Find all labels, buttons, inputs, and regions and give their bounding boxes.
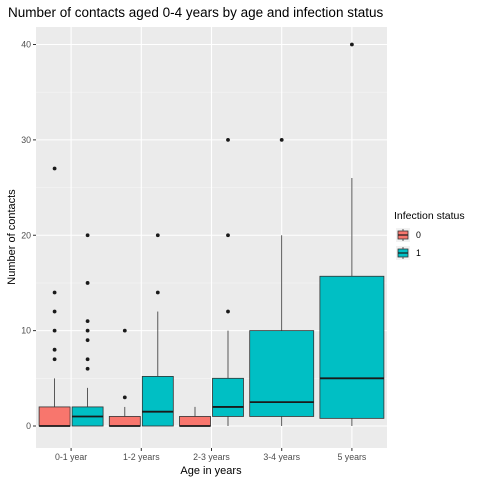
box-iqr <box>141 376 174 427</box>
box-group-0 <box>38 166 71 427</box>
x-tick-label: 2-3 years <box>193 452 230 462</box>
outlier-point <box>85 233 90 238</box>
box-group-1 <box>141 233 174 427</box>
box-group-1 <box>212 137 244 426</box>
x-tick-label: 0-1 year <box>55 452 87 462</box>
legend: Infection status 0 1 <box>394 210 465 260</box>
legend-label: 0 <box>416 230 421 240</box>
outlier-point <box>85 357 90 362</box>
legend-label: 1 <box>416 248 421 258</box>
y-tick-label: 20 <box>21 230 31 240</box>
outlier-point <box>155 290 160 295</box>
outlier-point <box>52 290 57 295</box>
x-tick-label: 3-4 years <box>263 452 300 462</box>
box-iqr <box>38 406 71 427</box>
outlier-point <box>85 328 90 333</box>
outlier-point <box>279 137 284 142</box>
y-tick-label: 30 <box>21 135 31 145</box>
box-iqr <box>108 416 141 427</box>
box-iqr <box>212 377 244 417</box>
box-group-0 <box>179 406 211 427</box>
outlier-point <box>85 281 90 285</box>
outlier-point <box>226 309 230 314</box>
x-tick-label: 5 years <box>337 452 366 462</box>
legend-key-1 <box>396 246 410 260</box>
box-group-1 <box>249 137 315 426</box>
boxes-layer <box>38 42 385 427</box>
outlier-point <box>122 328 127 333</box>
box-group-0 <box>108 328 141 427</box>
y-axis-ticks: 0 10 20 30 40 <box>21 40 36 431</box>
outlier-point <box>122 395 127 400</box>
outlier-point <box>226 137 230 142</box>
x-axis-ticks: 0-1 year 1-2 years 2-3 years 3-4 years 5 yea… <box>55 448 367 462</box>
box-iqr <box>179 416 211 427</box>
x-tick-label: 1-2 years <box>123 452 160 462</box>
outlier-point <box>52 347 57 352</box>
box-iqr <box>249 330 315 417</box>
chart-title: Number of contacts aged 0-4 years by age… <box>8 5 383 20</box>
box-group-1 <box>319 42 385 426</box>
y-tick-label: 0 <box>26 421 31 431</box>
outlier-point <box>85 319 90 323</box>
outlier-point <box>85 366 90 371</box>
outlier-point <box>85 338 90 343</box>
outlier-point <box>350 42 354 47</box>
outlier-point <box>155 233 160 238</box>
outlier-point <box>52 328 57 333</box>
y-axis-title: Number of contacts <box>6 189 18 285</box>
legend-key-0 <box>396 228 410 242</box>
legend-title: Infection status <box>394 210 465 222</box>
y-tick-label: 10 <box>21 326 31 336</box>
box-group-1 <box>71 233 104 427</box>
box-iqr <box>319 275 385 419</box>
x-axis-title: Age in years <box>180 465 242 477</box>
outlier-point <box>52 166 57 171</box>
outlier-point <box>52 357 57 362</box>
y-tick-label: 40 <box>21 40 31 50</box>
outlier-point <box>52 309 57 314</box>
outlier-point <box>226 233 230 238</box>
